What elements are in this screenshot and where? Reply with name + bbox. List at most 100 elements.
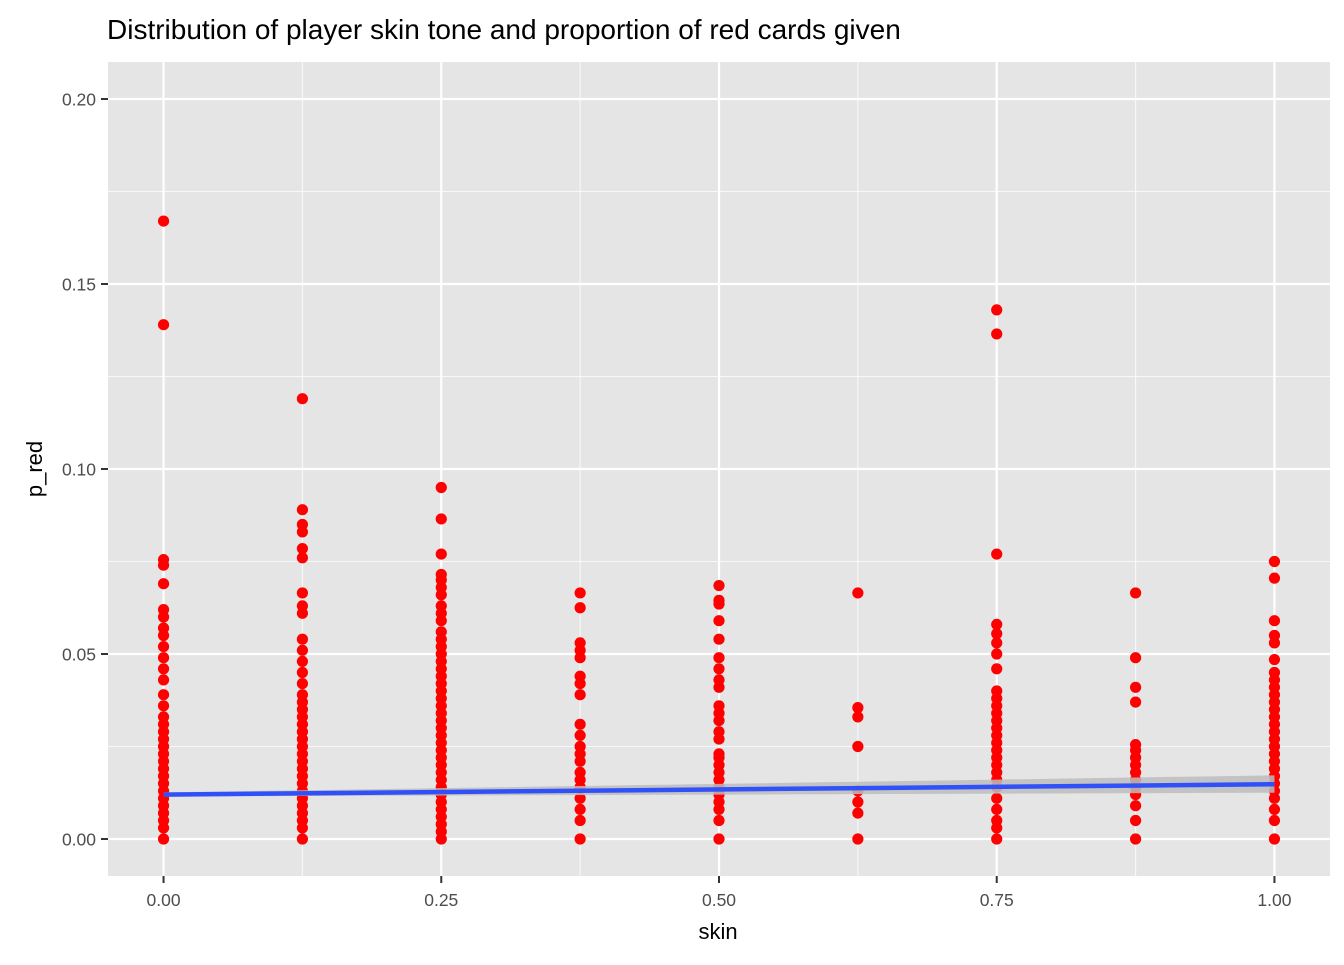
data-point bbox=[574, 637, 586, 649]
y-tick-label: 0.15 bbox=[62, 275, 96, 295]
x-tick-label: 0.25 bbox=[424, 890, 458, 910]
x-axis-label: skin bbox=[698, 919, 737, 944]
y-tick-label: 0.20 bbox=[62, 90, 96, 110]
data-point bbox=[574, 833, 586, 845]
data-point bbox=[852, 833, 864, 845]
data-point bbox=[574, 689, 586, 701]
data-point bbox=[991, 328, 1003, 340]
data-point bbox=[991, 548, 1003, 560]
data-point bbox=[435, 568, 447, 581]
data-point bbox=[574, 740, 586, 753]
chart-title: Distribution of player skin tone and pro… bbox=[107, 14, 901, 45]
data-point bbox=[1268, 814, 1281, 827]
data-point bbox=[435, 481, 447, 494]
data-point bbox=[435, 626, 447, 638]
data-point bbox=[1129, 652, 1142, 664]
data-point bbox=[296, 542, 309, 555]
x-axis: 0.00 0.25 0.50 0.75 1.00 bbox=[147, 876, 1292, 910]
data-point bbox=[991, 648, 1003, 660]
y-axis-label: p_red bbox=[22, 441, 47, 497]
data-point bbox=[991, 663, 1003, 675]
data-point bbox=[574, 766, 586, 779]
y-axis: 0.00 0.05 0.10 0.15 0.20 bbox=[62, 90, 108, 850]
data-point bbox=[991, 685, 1003, 697]
data-point bbox=[296, 518, 309, 531]
data-point bbox=[991, 628, 1003, 640]
data-point bbox=[1129, 739, 1142, 751]
data-point bbox=[1129, 800, 1142, 812]
data-point bbox=[296, 833, 309, 845]
data-point bbox=[157, 652, 170, 664]
data-point bbox=[713, 700, 725, 712]
data-point bbox=[157, 319, 170, 331]
data-point bbox=[991, 814, 1003, 827]
data-point bbox=[296, 393, 309, 405]
data-point bbox=[157, 554, 170, 566]
data-point bbox=[574, 729, 586, 742]
data-point bbox=[713, 814, 725, 827]
data-point bbox=[1129, 587, 1142, 599]
data-point bbox=[991, 618, 1003, 631]
data-point bbox=[852, 740, 864, 753]
data-point bbox=[296, 689, 309, 701]
data-point bbox=[991, 833, 1003, 845]
data-point bbox=[296, 600, 309, 612]
data-point bbox=[852, 796, 864, 808]
x-tick-label: 0.75 bbox=[980, 890, 1014, 910]
data-point bbox=[713, 652, 725, 664]
x-tick-label: 0.00 bbox=[147, 890, 181, 910]
data-point bbox=[852, 807, 864, 819]
data-point bbox=[296, 587, 309, 599]
data-point bbox=[1268, 629, 1281, 642]
data-point bbox=[713, 726, 725, 738]
data-point bbox=[435, 513, 447, 525]
data-point bbox=[713, 594, 725, 606]
trend-line bbox=[163, 781, 1275, 797]
data-point bbox=[852, 702, 864, 714]
data-point bbox=[157, 689, 170, 701]
data-point bbox=[296, 655, 309, 668]
data-point bbox=[157, 674, 170, 686]
data-point bbox=[574, 587, 586, 599]
data-point bbox=[296, 644, 309, 656]
data-point bbox=[991, 792, 1003, 804]
plot-panel bbox=[108, 62, 1330, 876]
data-point bbox=[157, 663, 170, 675]
data-point bbox=[852, 587, 864, 599]
data-point bbox=[157, 215, 170, 227]
data-point bbox=[435, 600, 447, 612]
x-tick-label: 0.50 bbox=[702, 890, 736, 910]
data-point bbox=[157, 622, 170, 634]
data-point bbox=[157, 833, 170, 845]
data-point bbox=[574, 602, 586, 614]
data-point bbox=[574, 718, 586, 730]
data-point bbox=[435, 548, 447, 560]
data-point bbox=[1268, 615, 1281, 627]
data-point bbox=[296, 504, 309, 516]
data-point bbox=[991, 304, 1003, 316]
data-point bbox=[157, 604, 170, 616]
y-tick-label: 0.10 bbox=[62, 460, 96, 480]
y-tick-label: 0.00 bbox=[62, 830, 96, 850]
data-point bbox=[713, 663, 725, 675]
data-point bbox=[1129, 814, 1142, 827]
data-point bbox=[991, 637, 1003, 649]
data-point bbox=[574, 814, 586, 827]
data-point bbox=[713, 579, 725, 592]
data-point bbox=[1129, 681, 1142, 693]
data-point bbox=[991, 803, 1003, 816]
data-point bbox=[852, 711, 864, 723]
y-tick-label: 0.05 bbox=[62, 645, 96, 665]
data-point bbox=[713, 833, 725, 845]
data-point bbox=[1129, 696, 1142, 708]
data-point bbox=[157, 700, 170, 712]
data-point bbox=[1268, 803, 1281, 816]
data-point bbox=[1268, 833, 1281, 845]
data-point bbox=[157, 711, 170, 723]
x-tick-label: 1.00 bbox=[1257, 890, 1291, 910]
data-point bbox=[296, 633, 309, 645]
data-point bbox=[1268, 666, 1281, 679]
data-point bbox=[713, 615, 725, 627]
